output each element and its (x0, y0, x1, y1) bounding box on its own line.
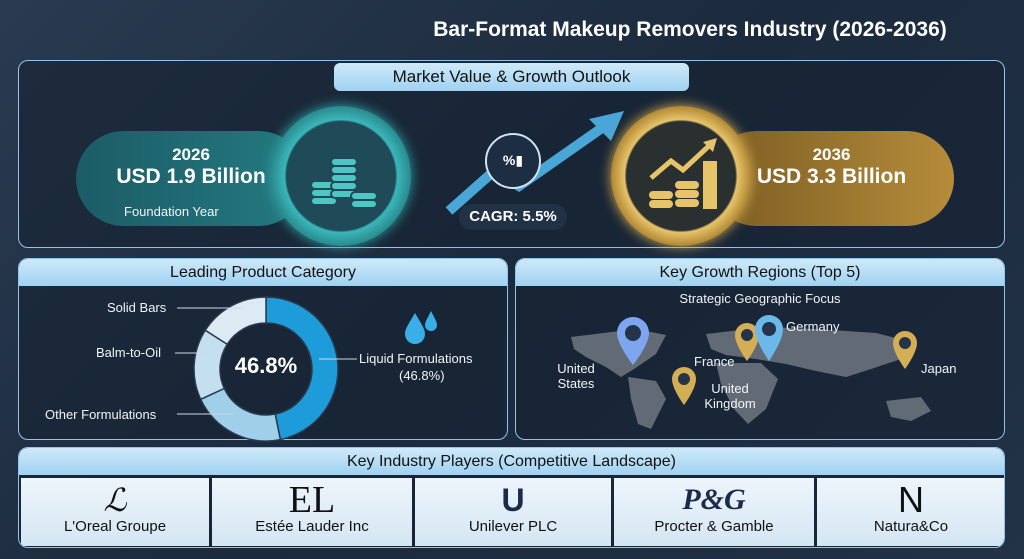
region-germany: Germany (786, 319, 840, 334)
market-header: Market Value & Growth Outlook (334, 63, 689, 91)
segment-label-other: Other Formulations (45, 407, 157, 422)
pin-united-states-icon (617, 317, 649, 365)
pg-logo: P&G (682, 483, 746, 516)
end-year: 2036 (812, 145, 851, 164)
region-united-states: United States (557, 361, 595, 391)
donut-slice-solid-bars (204, 296, 267, 346)
product-panel: Leading Product Category 46.8% Solid Bar… (18, 258, 508, 442)
loreal-logo: ℒ (103, 481, 127, 519)
regions-panel: Key Growth Regions (Top 5) Strategic Geo… (515, 258, 1005, 440)
unilever-logo: U (501, 482, 525, 518)
player-name: Estée Lauder Inc (255, 518, 369, 535)
region-japan: Japan (921, 361, 957, 376)
end-value-pill: 2036 USD 3.3 Billion (709, 131, 954, 226)
regions-header: Key Growth Regions (Top 5) (516, 259, 1004, 286)
donut-slice-liquid-formulations (265, 296, 339, 441)
pin-united-kingdom-icon (672, 367, 696, 405)
player-estee-lauder: EL Estée Lauder Inc (212, 478, 412, 546)
gold-circle (611, 106, 751, 246)
donut-center-value: 46.8% (234, 353, 298, 378)
start-value-pill: 2026 USD 1.9 Billion (76, 131, 306, 226)
market-panel: Market Value & Growth Outlook 2026 USD 1… (18, 60, 1005, 248)
natura-logo: N (898, 479, 924, 520)
coins-circle (271, 106, 411, 246)
player-loreal: ℒ L'Oreal Groupe (21, 478, 209, 546)
rising-coins-icon (649, 138, 717, 209)
end-value: USD 3.3 Billion (756, 165, 907, 188)
player-unilever: U Unilever PLC (415, 478, 611, 546)
segment-label-balm-to-oil: Balm-to-Oil (96, 345, 162, 360)
regions-subtitle: Strategic Geographic Focus (679, 291, 841, 306)
pin-japan-icon (893, 331, 917, 369)
player-name: L'Oreal Groupe (63, 518, 167, 535)
product-header: Leading Product Category (19, 259, 507, 286)
leader-value: (46.8%) (399, 368, 445, 383)
player-name: Natura&Co (873, 518, 949, 535)
pin-france-icon (735, 323, 759, 361)
leader-lines (175, 307, 357, 415)
cagr-label: CAGR: 5.5% (459, 204, 567, 230)
page-title: Bar-Format Makeup Removers Industry (202… (433, 18, 947, 41)
players-header: Key Industry Players (Competitive Landsc… (19, 448, 1004, 475)
coins-icon (310, 157, 378, 209)
water-drops-icon (405, 311, 437, 344)
player-name: Unilever PLC (468, 518, 558, 535)
start-year: 2026 (172, 145, 210, 164)
donut-chart (193, 296, 339, 442)
player-procter-gamble: P&G Procter & Gamble (614, 478, 814, 546)
players-panel: Key Industry Players (Competitive Landsc… (18, 447, 1005, 548)
leader-label: Liquid Formulations (359, 351, 473, 366)
player-natura: N Natura&Co (817, 478, 1004, 546)
start-value: USD 1.9 Billion (116, 165, 266, 188)
segment-label-solid-bars: Solid Bars (107, 300, 167, 315)
start-caption: Foundation Year (124, 204, 219, 219)
player-name: Procter & Gamble (654, 518, 774, 535)
pin-germany-icon (755, 315, 783, 361)
percent-chart-icon: %▮ (485, 133, 541, 189)
estee-lauder-logo: EL (288, 479, 336, 521)
region-france: France (694, 354, 735, 369)
region-united-kingdom: United Kingdom (704, 381, 756, 411)
